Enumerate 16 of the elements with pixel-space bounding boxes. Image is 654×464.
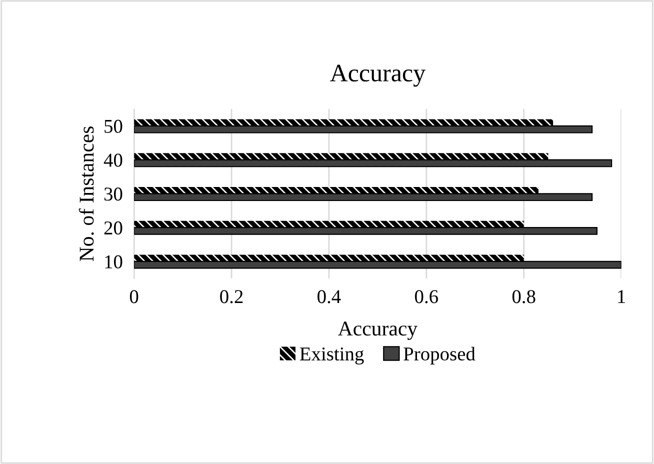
y-tick-label: 10	[105, 255, 122, 268]
x-tick-label: 1	[618, 290, 625, 304]
x-axis-title: Accuracy	[338, 322, 418, 340]
x-tick-label: 0.8	[512, 290, 536, 304]
y-tick-label: 20	[104, 221, 122, 235]
x-tick-label: 0.4	[318, 290, 341, 304]
chart-title: Accuracy	[330, 64, 426, 87]
y-tick-label: 40	[104, 154, 122, 167]
legend-label: Existing	[300, 347, 364, 365]
y-tick-label: 30	[104, 188, 122, 201]
legend-label: Proposed	[404, 346, 476, 364]
y-tick-label: 50	[104, 120, 122, 133]
x-tick-label: 0	[130, 290, 138, 304]
x-tick-label: 0.2	[220, 290, 243, 304]
x-tick-label: 0.6	[414, 290, 438, 304]
y-axis-title: No. of Instances	[78, 126, 94, 262]
